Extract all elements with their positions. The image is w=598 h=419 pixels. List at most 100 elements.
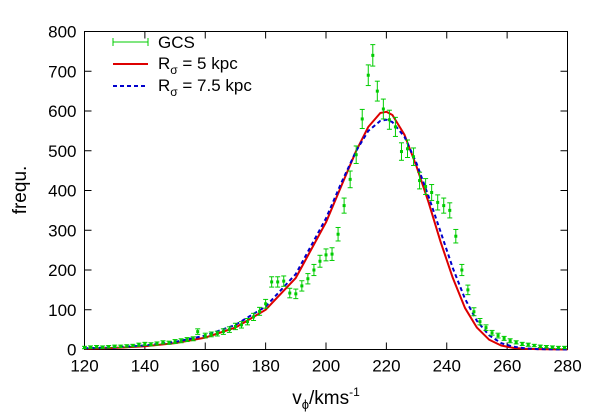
legend-entry-r5: Rσ = 5 kpc: [113, 54, 238, 77]
y-tick-label: 600: [48, 102, 76, 121]
gcs-point: [380, 98, 386, 120]
gcs-point: [471, 307, 477, 317]
legend-label-gcs: GCS: [158, 33, 195, 52]
gcs-point: [82, 345, 87, 350]
gcs-point: [305, 273, 311, 285]
gcs-point: [347, 170, 353, 189]
gcs-point: [238, 321, 244, 329]
gcs-point: [365, 64, 371, 87]
legend-entry-r7: Rσ = 7.5 kpc: [113, 76, 252, 99]
x-tick-label: 260: [493, 357, 521, 376]
gcs-point: [483, 324, 489, 331]
x-tick-label: 140: [131, 357, 159, 376]
gcs-point: [405, 139, 411, 159]
gcs-point: [214, 330, 220, 337]
gcs-point: [561, 345, 567, 350]
gcs-point: [501, 335, 507, 341]
y-tick-label: 400: [48, 182, 76, 201]
gcs-point: [100, 345, 106, 349]
y-tick-label: 500: [48, 142, 76, 161]
gcs-point: [323, 248, 329, 262]
gcs-point: [118, 344, 124, 349]
gcs-point: [130, 343, 136, 348]
gcs-point: [429, 184, 435, 201]
gcs-point: [513, 340, 519, 345]
gcs-point: [293, 288, 299, 300]
gcs-point: [386, 109, 392, 130]
gcs-point: [142, 341, 148, 347]
gcs-point: [435, 194, 441, 211]
gcs-point: [184, 337, 190, 343]
gcs-point: [329, 247, 335, 261]
gcs-point: [190, 336, 196, 342]
legend-label-r7: Rσ = 7.5 kpc: [158, 76, 252, 99]
gcs-point: [447, 202, 453, 219]
gcs-point: [519, 341, 525, 347]
y-tick-label: 200: [48, 261, 76, 280]
gcs-point: [287, 287, 293, 299]
curves: [84, 110, 568, 351]
gcs-point: [537, 344, 543, 349]
gcs-point: [353, 145, 359, 164]
gcs-point: [154, 341, 160, 346]
gcs-point: [459, 263, 465, 277]
x-axis-title: vϕ/kms-1: [292, 385, 360, 412]
gcs-point: [136, 342, 142, 347]
gcs-point: [477, 317, 483, 326]
gcs-point: [495, 332, 501, 339]
gcs-point: [543, 345, 549, 349]
gcs-point: [335, 226, 341, 242]
gcs-point: [166, 340, 172, 345]
gcs-point: [549, 345, 555, 349]
legend: GCS Rσ = 5 kpc Rσ = 7.5 kpc: [112, 33, 252, 99]
gcs-point: [281, 275, 287, 287]
gcs-point: [423, 178, 429, 195]
gcs-point: [453, 228, 459, 244]
gcs-point: [507, 338, 513, 344]
y-tick-label: 0: [67, 341, 76, 360]
gcs-point: [178, 338, 184, 344]
gcs-point: [441, 197, 447, 214]
x-tick-label: 240: [433, 357, 461, 376]
gcs-point: [226, 326, 232, 333]
gcs-point: [208, 331, 214, 338]
x-tick-label: 160: [191, 357, 219, 376]
gcs-point: [232, 322, 238, 331]
y-tick-label: 800: [48, 23, 76, 42]
gcs-point: [411, 147, 417, 166]
x-tick-label: 280: [553, 357, 581, 376]
x-tick-label: 120: [70, 357, 98, 376]
gcs-point: [374, 80, 380, 102]
gcs-point: [195, 328, 201, 335]
gcs-point: [88, 345, 94, 349]
gcs-point: [359, 108, 365, 129]
gcs-point: [489, 329, 495, 336]
y-axis-title: frequ.: [10, 166, 31, 215]
gcs-point: [299, 280, 305, 292]
plot-frame: [84, 31, 568, 350]
series-line-r5: [84, 110, 568, 351]
gcs-point: [269, 276, 275, 288]
gcs-point: [311, 263, 317, 277]
gcs-point: [317, 254, 323, 268]
x-tick-label: 200: [312, 357, 340, 376]
gcs-point: [465, 284, 471, 296]
y-tick-label: 100: [48, 301, 76, 320]
gcs-point: [202, 332, 208, 339]
gcs-points: [82, 44, 567, 350]
gcs-point: [341, 197, 347, 214]
gcs-point: [112, 344, 118, 349]
gcs-point: [275, 276, 281, 288]
gcs-point: [417, 171, 423, 190]
gcs-point: [531, 343, 537, 348]
x-tick-label: 180: [251, 357, 279, 376]
gcs-point: [148, 342, 154, 347]
x-tick-label: 220: [372, 357, 400, 376]
gcs-point: [263, 298, 269, 309]
gcs-point: [398, 142, 404, 161]
gcs-point: [160, 340, 166, 345]
gcs-point: [172, 339, 178, 345]
gcs-point: [106, 345, 112, 349]
y-tick-label: 300: [48, 221, 76, 240]
